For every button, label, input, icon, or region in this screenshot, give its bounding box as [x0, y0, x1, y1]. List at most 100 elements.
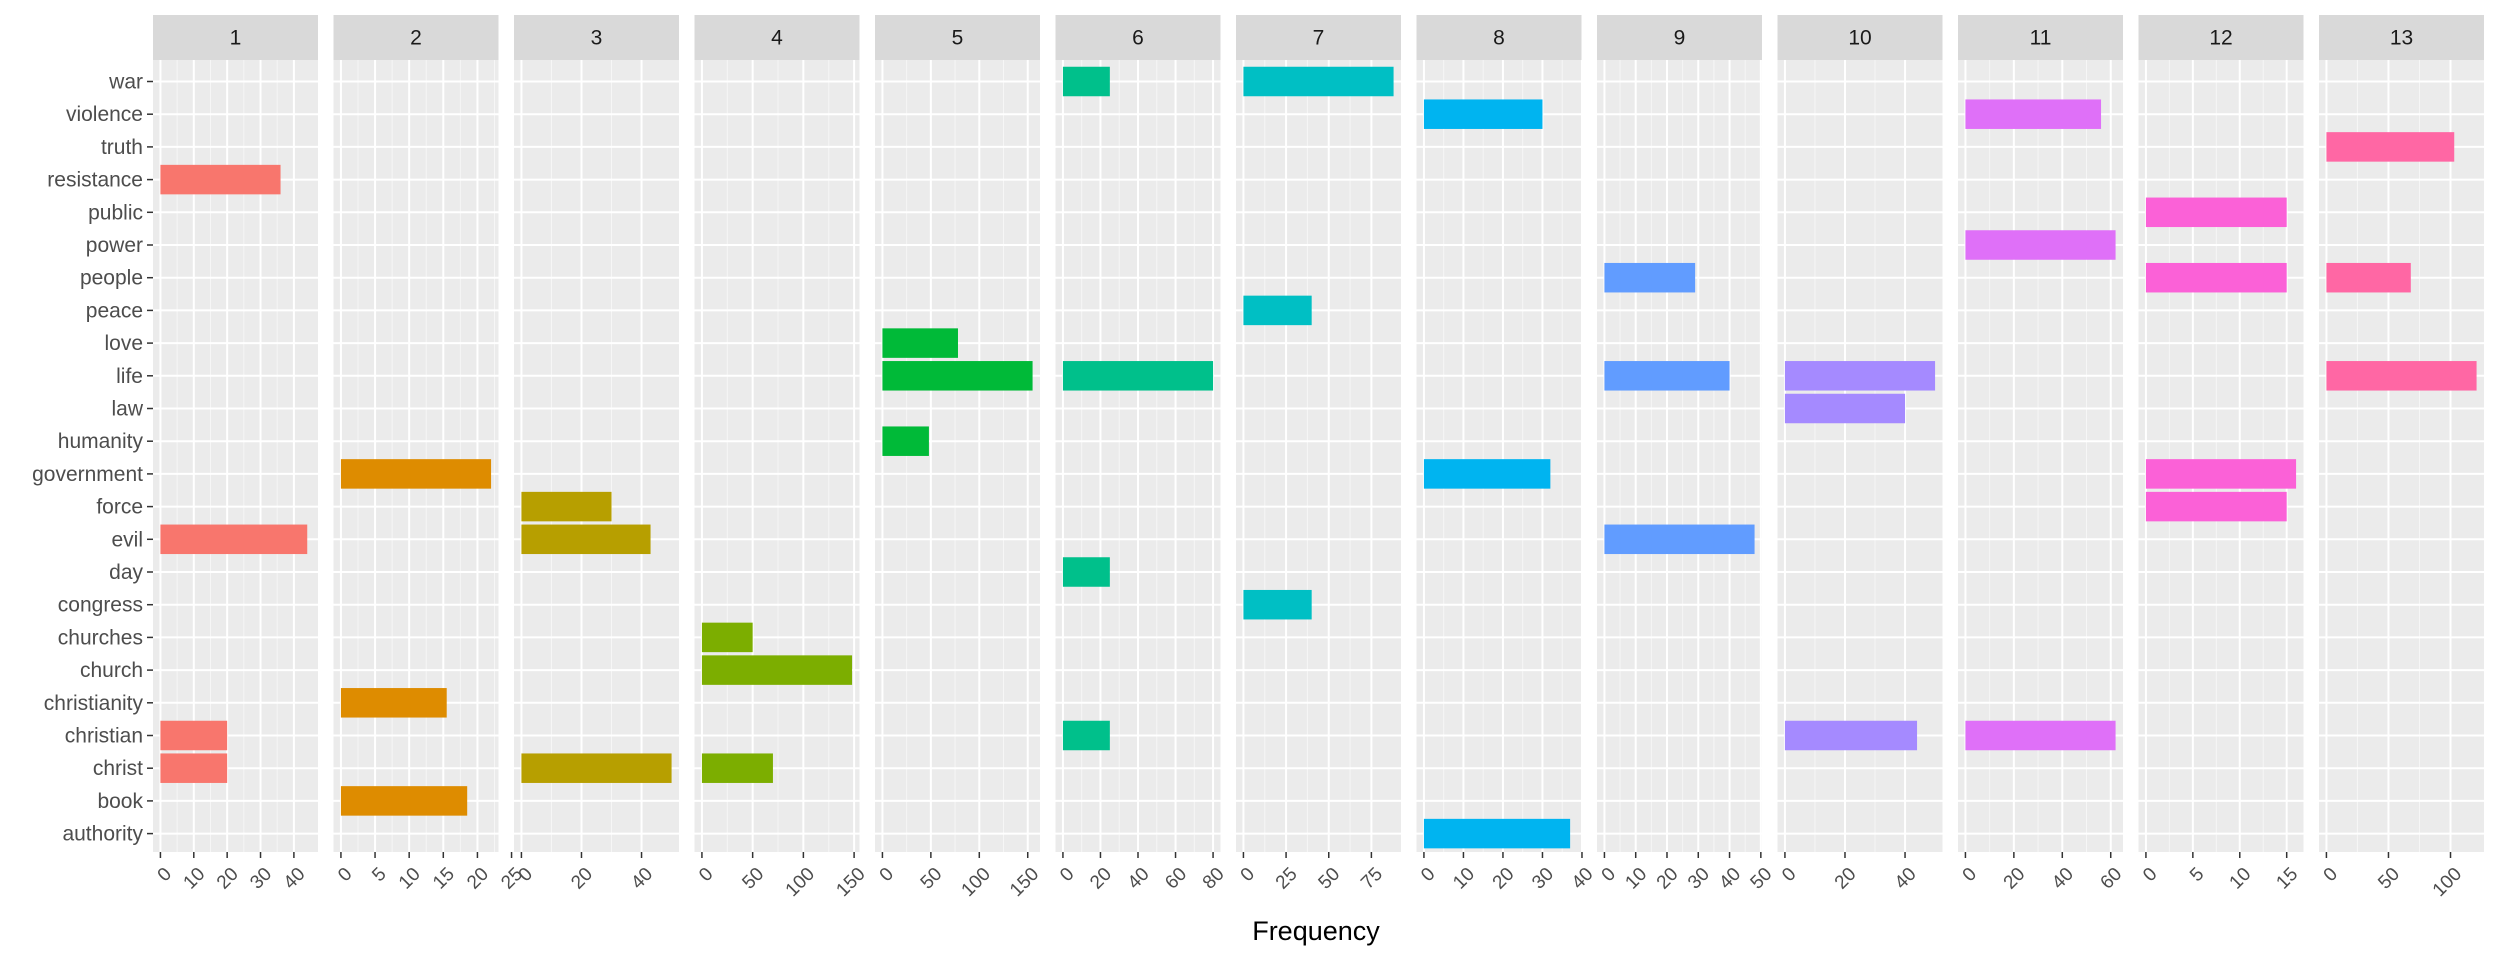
facet-strip: [1958, 15, 2123, 60]
facet-label: 12: [2209, 27, 2232, 50]
category-label: day: [109, 561, 143, 584]
facet-strip: [153, 15, 318, 60]
category-label: christian: [65, 725, 143, 748]
x-tick-label: 10: [1449, 864, 1479, 894]
category-label: love: [104, 332, 143, 355]
x-tick-label: 150: [1006, 864, 1043, 901]
category-label: resistance: [47, 169, 143, 192]
category-axis-labels: war violence truth resistance public power peo…: [32, 71, 153, 846]
x-tick-label: 30: [1528, 864, 1558, 894]
facet-panel: 60 20 40 60 80: [1055, 15, 1229, 894]
bar-public: [2145, 197, 2287, 228]
x-tick-label: 20: [567, 864, 597, 894]
bar-war: [1243, 66, 1394, 97]
x-tick-label: 20: [213, 864, 243, 894]
bar-life: [882, 361, 1033, 391]
x-tick-label: 50: [2374, 864, 2404, 894]
facet-label: 9: [1674, 27, 1686, 50]
x-tick-label: 10: [395, 864, 425, 894]
facet-strip: [1236, 15, 1401, 60]
x-tick-label: 25: [1272, 864, 1302, 894]
panel-background: [1236, 60, 1401, 852]
category-label: book: [97, 790, 143, 813]
x-tick-label: 40: [627, 864, 657, 894]
facet-label: 3: [591, 27, 603, 50]
x-tick-label: 0: [1056, 864, 1078, 886]
bar-evil: [160, 524, 308, 555]
category-label: violence: [66, 103, 143, 126]
x-tick-label: 20: [2000, 864, 2030, 894]
x-tick-label: 150: [832, 864, 869, 901]
panel-background: [1597, 60, 1762, 852]
bar-book: [340, 786, 468, 816]
x-tick-label: 0: [1778, 864, 1800, 886]
bar-government: [340, 459, 492, 489]
category-label: power: [86, 234, 143, 257]
x-tick-label: 50: [738, 864, 768, 894]
facet-panel: 12 0 5 10 15: [2138, 15, 2304, 894]
category-label: humanity: [58, 430, 144, 453]
bar-love: [882, 328, 958, 358]
panel-background: [875, 60, 1040, 852]
category-label: truth: [101, 136, 143, 159]
category-label: government: [32, 463, 143, 486]
category-label: life: [116, 365, 143, 388]
x-tick-label: 0: [2139, 864, 2161, 886]
bar-christ: [160, 753, 228, 783]
bar-christianity: [340, 688, 447, 718]
category-label: church: [80, 659, 143, 682]
bar-life: [1062, 361, 1214, 391]
x-tick-label: 40: [280, 864, 310, 894]
facet-label: 11: [2030, 27, 2052, 50]
facet-label: 13: [2390, 27, 2413, 50]
bar-authority: [1423, 818, 1571, 849]
facet-label: 7: [1313, 27, 1325, 50]
facet-panel: 20 5 10 15 20 25: [333, 15, 527, 894]
x-tick-label: 0: [1959, 864, 1981, 886]
bar-day: [1062, 557, 1110, 587]
x-tick-label: 30: [246, 864, 276, 894]
x-tick-label: 0: [876, 864, 898, 886]
bar-christ: [701, 753, 773, 783]
category-label: churches: [58, 626, 143, 649]
facet-panel: 9 0 10 20 30 40 50: [1597, 15, 1776, 894]
category-label: people: [80, 267, 143, 290]
facet-strip: [875, 15, 1040, 60]
x-tick-label: 0: [154, 864, 176, 886]
bar-churches: [701, 622, 753, 653]
facet-panel: 8 0 10 20 30 40: [1416, 15, 1598, 894]
x-tick-label: 40: [2048, 864, 2078, 894]
bar-government: [1423, 459, 1551, 489]
x-tick-label: 20: [463, 864, 493, 894]
x-tick-label: 10: [180, 864, 210, 894]
bar-christian: [1784, 720, 1918, 751]
x-tick-label: 0: [695, 864, 717, 886]
panel-background: [694, 60, 860, 852]
bar-congress: [1243, 589, 1312, 620]
x-tick-label: 0: [1417, 864, 1439, 886]
x-tick-label: 100: [2429, 864, 2466, 901]
x-tick-label: 40: [1715, 864, 1745, 894]
x-tick-label: 0: [2320, 864, 2342, 886]
x-tick-label: 5: [368, 864, 390, 886]
bar-life: [2326, 361, 2477, 391]
bar-peace: [1243, 295, 1312, 326]
bar-humanity: [882, 426, 929, 456]
bar-christian: [160, 720, 228, 751]
facet-label: 6: [1132, 27, 1144, 50]
facet-strip: [1777, 15, 1943, 60]
facet-label: 8: [1493, 27, 1505, 50]
bar-evil: [1604, 524, 1755, 555]
bar-christian: [1062, 720, 1110, 751]
category-label: christianity: [44, 692, 144, 715]
panel-background: [2319, 60, 2484, 852]
x-tick-label: 50: [917, 864, 947, 894]
facet-strip: [333, 15, 499, 60]
x-axis-title: Frequency: [1252, 916, 1380, 946]
bar-people: [2326, 262, 2411, 293]
facet-strip: [1055, 15, 1221, 60]
bar-people: [2145, 262, 2287, 293]
x-tick-label: 100: [782, 864, 819, 901]
